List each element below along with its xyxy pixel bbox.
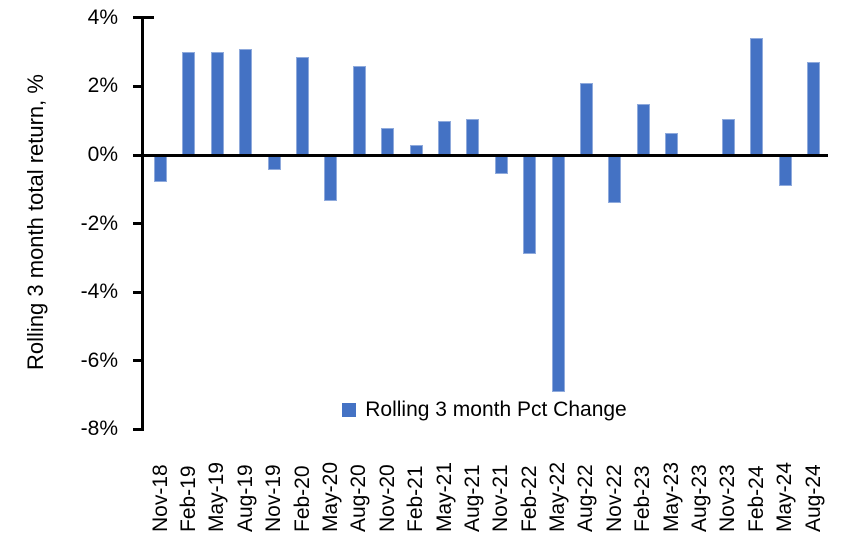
y-tick-label: -2%: [80, 211, 118, 235]
y-tick-mark: [133, 359, 142, 363]
bar-Aug-19: [239, 48, 253, 155]
bar-May-19: [210, 52, 224, 155]
legend-label: Rolling 3 month Pct Change: [365, 398, 627, 421]
bar-May-23: [665, 132, 679, 155]
x-tick-label: Aug-24: [801, 464, 825, 532]
x-tick-label: Feb-23: [631, 465, 655, 532]
x-tick-label: Aug-23: [688, 464, 711, 532]
bar-May-20: [324, 155, 338, 202]
y-tick-mark: [133, 153, 142, 157]
y-tick-label: 2%: [87, 74, 118, 98]
x-tick-label: Nov-18: [148, 464, 172, 532]
y-axis-bottom-cap: [133, 428, 143, 431]
y-axis-line: [141, 16, 144, 431]
bar-Feb-20: [296, 57, 310, 155]
x-tick-label: Nov-19: [262, 464, 286, 532]
x-tick-label: Feb-24: [744, 465, 768, 532]
x-tick-label: Aug-20: [347, 464, 371, 532]
x-tick-label: Aug-21: [460, 464, 484, 532]
x-tick-label: Feb-21: [404, 465, 428, 532]
legend: Rolling 3 month Pct Change: [141, 398, 828, 422]
x-tick-label: Feb-19: [176, 465, 200, 532]
x-tick-label: May-19: [205, 461, 229, 532]
bar-Nov-19: [267, 155, 281, 171]
y-tick-label: -8%: [80, 417, 118, 441]
y-tick-label: -4%: [80, 280, 118, 304]
bar-Feb-19: [182, 52, 196, 155]
x-tick-label: May-21: [432, 461, 456, 532]
legend-swatch-icon: [342, 403, 357, 417]
y-tick-label: 4%: [87, 5, 118, 29]
x-tick-label: Nov-21: [489, 464, 513, 532]
bar-May-22: [551, 155, 565, 392]
bar-Nov-23: [721, 118, 735, 155]
bar-Feb-22: [523, 155, 537, 255]
bar-Aug-20: [352, 65, 366, 155]
bar-Nov-18: [154, 155, 168, 183]
x-tick-label: Aug-22: [574, 464, 598, 532]
x-tick-label: Feb-22: [517, 465, 541, 532]
y-tick-mark: [133, 290, 142, 294]
x-tick-label: Feb-20: [290, 465, 314, 532]
bar-Nov-20: [381, 127, 395, 155]
x-tick-label: May-24: [773, 461, 797, 532]
x-tick-label: Nov-23: [716, 464, 740, 532]
y-tick-mark: [133, 16, 142, 20]
x-axis-zero-line: [141, 153, 828, 157]
y-tick-label: -6%: [80, 348, 118, 372]
y-tick-label: 0%: [87, 143, 118, 166]
y-axis-top-cap: [144, 16, 154, 19]
x-tick-label: May-23: [659, 461, 683, 532]
bar-Nov-22: [608, 155, 622, 204]
x-tick-label: May-22: [546, 461, 570, 532]
bar-Aug-22: [579, 82, 593, 155]
x-tick-label: May-20: [318, 461, 342, 532]
x-tick-label: Nov-20: [375, 464, 399, 532]
bar-Feb-23: [636, 103, 650, 155]
bar-May-21: [438, 120, 451, 155]
y-tick-mark: [133, 222, 142, 226]
bar-Feb-24: [750, 38, 764, 155]
bar-Aug-21: [466, 118, 480, 155]
x-tick-label: Nov-22: [602, 464, 626, 532]
bar-Nov-21: [494, 155, 508, 174]
y-tick-mark: [133, 84, 142, 88]
x-tick-label: Aug-19: [233, 464, 257, 532]
bar-Aug-24: [807, 62, 821, 155]
bar-May-24: [778, 155, 792, 186]
